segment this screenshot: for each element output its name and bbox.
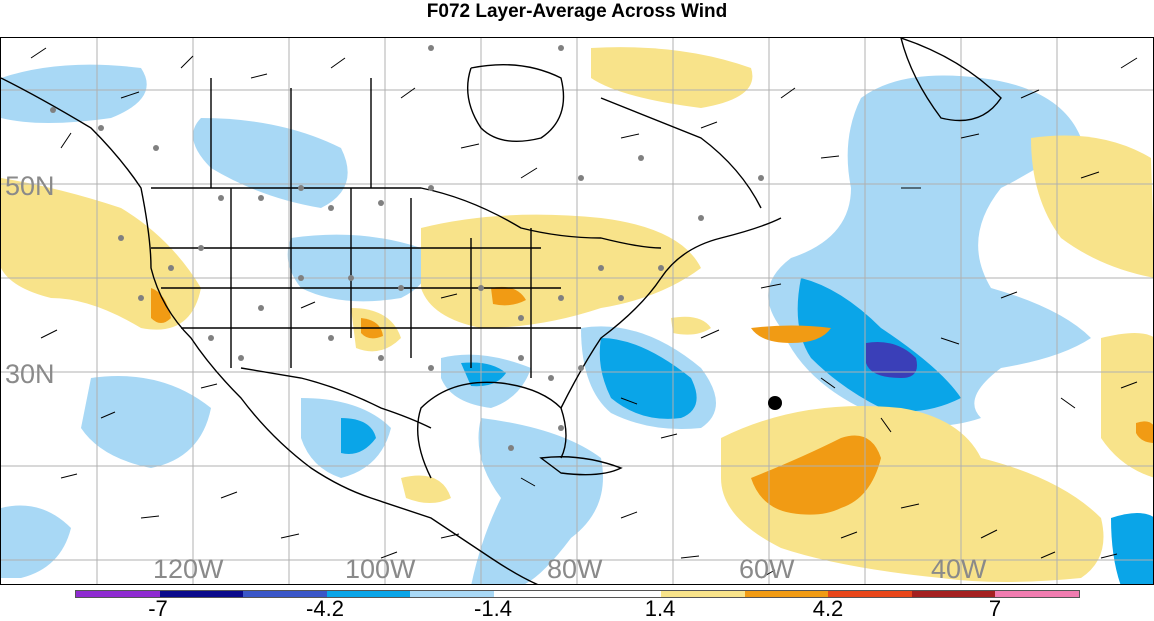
colorbar-tick-neg4-2: -4.2	[306, 596, 344, 621]
shade-blue-atlantic-deep	[866, 342, 917, 378]
lon-label-80w: 80W	[547, 554, 603, 584]
colorbar-segment	[326, 591, 411, 597]
hudson-bay	[466, 64, 565, 143]
shade-orange-westcoast	[151, 288, 171, 323]
shade-orange-mid	[751, 325, 831, 343]
colorbar-segment	[410, 591, 494, 597]
state-lines-2	[151, 247, 581, 329]
colorbar-tick-1-4: 1.4	[644, 596, 676, 621]
shade-blue-pacific	[81, 376, 211, 468]
canada-provinces	[210, 78, 372, 188]
shade-blue-caribbean	[471, 418, 603, 584]
map-panel: 50N 30N 120W 100W 80W 60W 40W	[0, 37, 1154, 585]
colorbar-tick-7: 7	[988, 596, 1002, 621]
colorbar-segment	[995, 591, 1079, 597]
lon-label-40w: 40W	[931, 554, 987, 584]
canada-border	[151, 187, 662, 249]
colorbar-segment	[493, 591, 578, 597]
colorbar-tick-neg7: -7	[148, 596, 168, 621]
shade-orange-ohio	[491, 286, 526, 306]
colorbar-segment	[661, 591, 745, 597]
shade-blue-gulf-core	[461, 362, 506, 387]
lat-lon-grid	[1, 38, 1153, 584]
lat-label-30n: 30N	[5, 359, 55, 389]
lon-label-100w: 100W	[345, 554, 416, 584]
lon-label-60w: 60W	[739, 554, 795, 584]
coastlines-borders	[1, 38, 1002, 584]
state-lines-1	[230, 188, 532, 378]
shade-blue-plains	[287, 234, 428, 302]
shade-yellow-central	[401, 475, 451, 503]
colorbar-segment	[243, 591, 327, 597]
shade-blue-canada	[193, 118, 348, 208]
lon-label-120w: 120W	[153, 554, 224, 584]
wind-barbs	[30, 47, 1138, 579]
storm-center-marker	[768, 396, 782, 410]
shade-orange-tropics	[751, 435, 881, 515]
labrador	[600, 97, 762, 209]
colorbar-segment	[76, 591, 160, 597]
color-scale-bar	[75, 590, 1080, 598]
cuba	[539, 456, 623, 476]
shade-orange-ne	[1136, 421, 1153, 443]
shade-yellow-east2	[1101, 333, 1153, 478]
colorbar-segment	[159, 591, 244, 597]
chart-title: F072 Layer-Average Across Wind	[426, 1, 728, 22]
shade-yellow-east	[1031, 135, 1153, 278]
negative-shading	[1, 64, 1153, 584]
station-dots	[50, 45, 764, 451]
west-coast	[1, 77, 539, 584]
east-coast	[560, 217, 782, 409]
shade-blue-nw	[1, 64, 147, 123]
colorbar-segment	[828, 591, 912, 597]
colorbar-segment	[911, 591, 996, 597]
us-mexico-border	[240, 367, 432, 429]
shade-blue-mexico-core	[341, 418, 376, 454]
shade-yellow-labrador	[591, 47, 753, 108]
colorbar-tick-4-2: 4.2	[812, 596, 844, 621]
map-canvas	[1, 38, 1153, 584]
lat-label-50n: 50N	[5, 171, 55, 201]
positive-shading	[1, 47, 1153, 582]
colorbar-segment	[744, 591, 829, 597]
shade-yellow-greatlakes	[421, 214, 701, 328]
shade-blue-sw-corner	[1, 505, 71, 578]
gulf-coast	[416, 381, 567, 479]
colorbar-segment	[577, 591, 662, 597]
shade-yellow-mid	[671, 316, 711, 335]
shade-blue-se-corner	[1111, 513, 1153, 584]
colorbar-tick-neg1-4: -1.4	[474, 596, 512, 621]
greenland	[900, 38, 1002, 122]
